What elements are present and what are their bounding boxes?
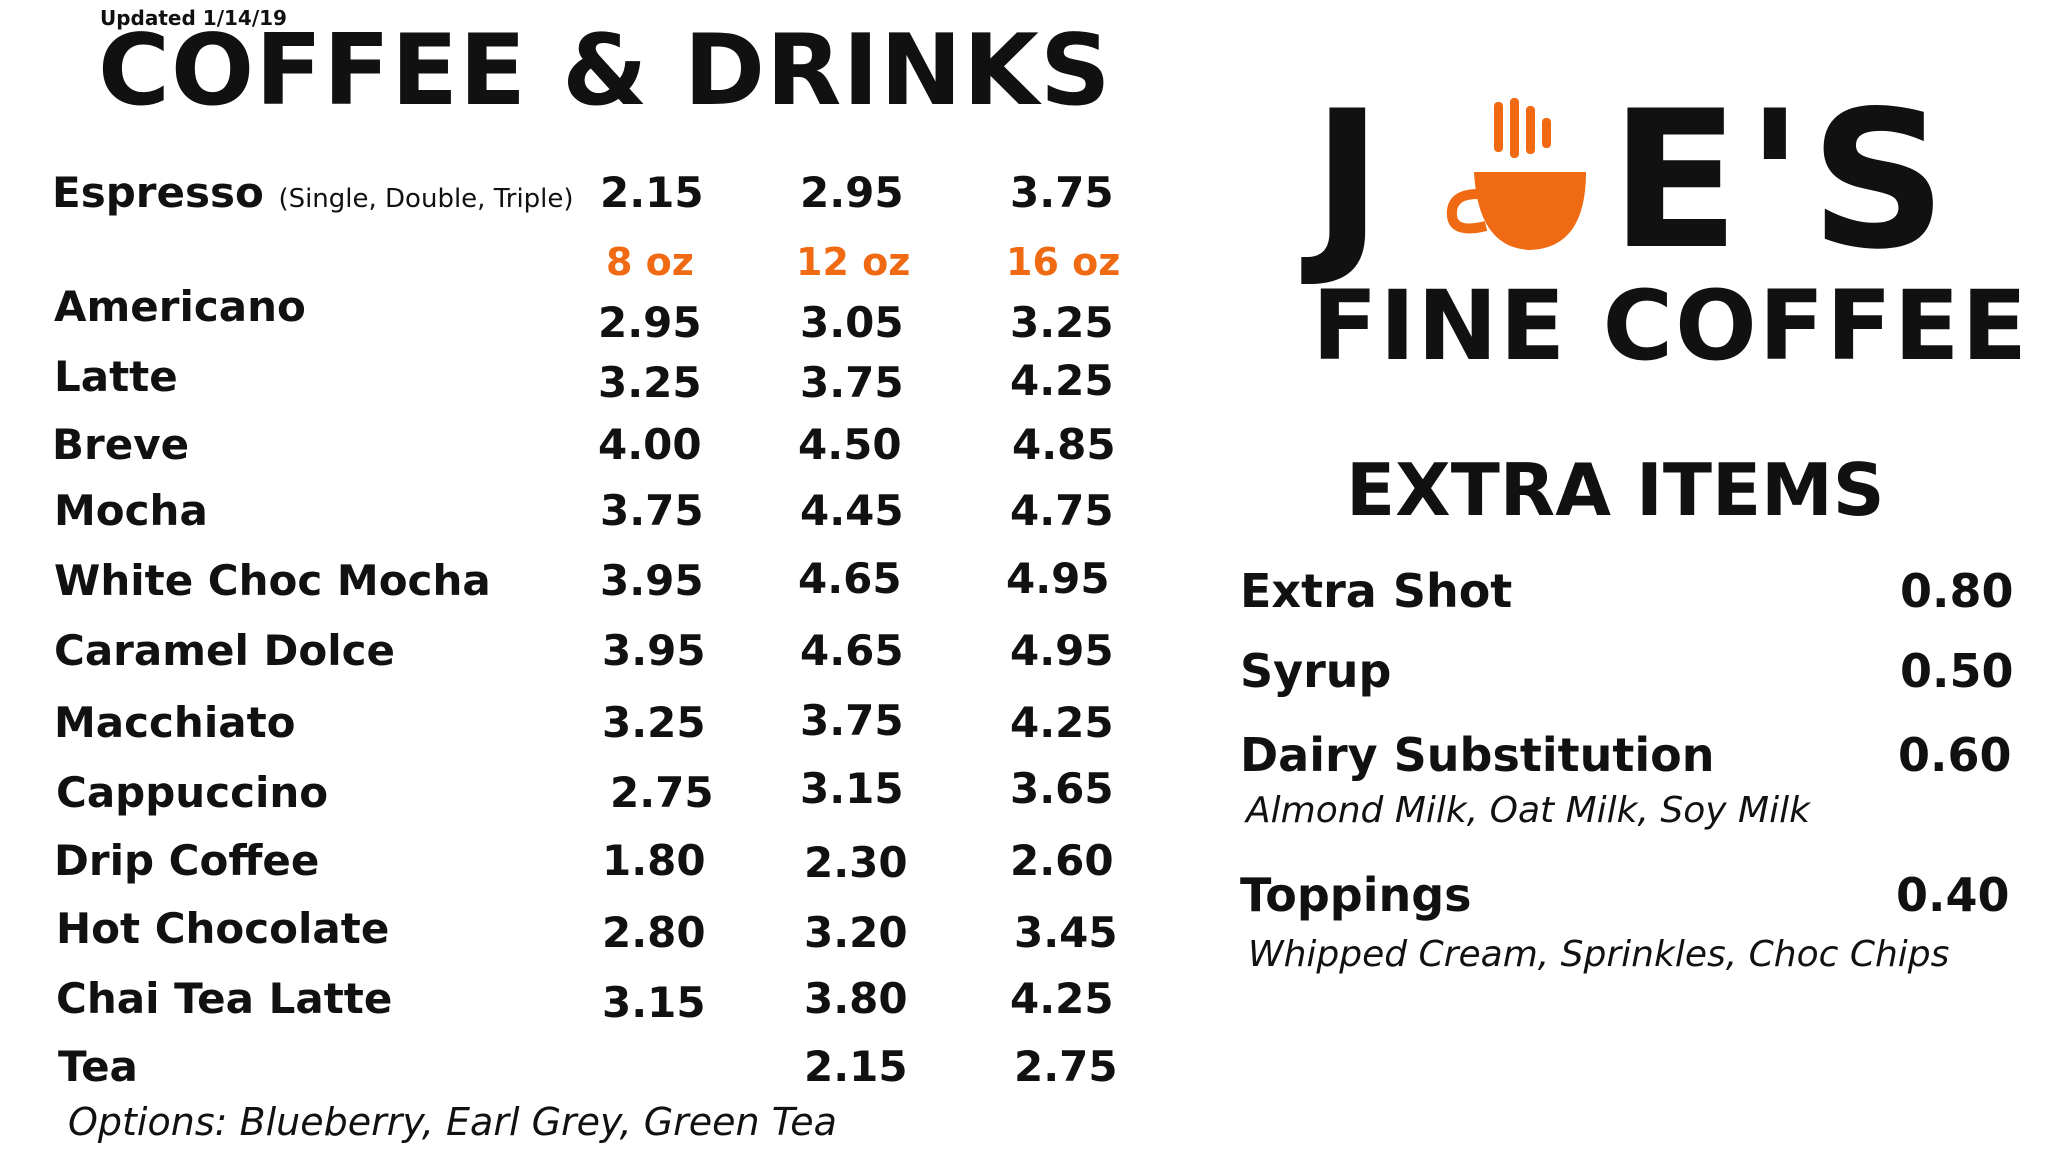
drink-price-large: 2.75 [1014, 1042, 1118, 1091]
drink-price-medium: 4.50 [798, 420, 902, 469]
drink-price-large: 3.45 [1014, 908, 1118, 957]
drink-price-large: 3.65 [1010, 764, 1114, 813]
drink-price-large: 4.25 [1010, 698, 1114, 747]
extra-item-name: Syrup [1240, 644, 1392, 698]
extra-item-name: Toppings [1240, 868, 1472, 922]
drink-price-small: 3.25 [602, 698, 706, 747]
drink-price-small: 2.95 [598, 298, 702, 347]
drink-price-large: 3.25 [1010, 298, 1114, 347]
drink-name: Breve [52, 420, 190, 469]
extra-item-price: 0.60 [1898, 728, 2012, 782]
drink-name: Drip Coffee [54, 836, 320, 885]
espresso-price-triple: 3.75 [1010, 168, 1114, 217]
drink-price-large: 4.95 [1006, 554, 1110, 603]
extra-item-price: 0.40 [1896, 868, 2010, 922]
drink-name: Hot Chocolate [56, 904, 390, 953]
drink-name: Americano [54, 282, 306, 331]
drink-price-small: 3.75 [600, 486, 704, 535]
drink-price-medium: 3.75 [800, 696, 904, 745]
extra-item-options: Almond Milk, Oat Milk, Soy Milk [1246, 790, 1810, 831]
drink-price-large: 4.75 [1010, 486, 1114, 535]
drink-price-medium: 3.80 [804, 974, 908, 1023]
drink-name: Mocha [54, 486, 208, 535]
drink-price-medium: 2.15 [804, 1042, 908, 1091]
drink-price-medium: 4.65 [800, 626, 904, 675]
drink-price-large: 4.25 [1010, 356, 1114, 405]
drink-price-large: 4.95 [1010, 626, 1114, 675]
drink-price-large: 2.60 [1010, 836, 1114, 885]
logo-es: E'S [1610, 70, 1953, 291]
espresso-label: Espresso [52, 168, 264, 217]
drink-price-small: 2.75 [610, 768, 714, 817]
page-title: COFFEE & DRINKS [98, 14, 1112, 128]
coffee-cup-icon [1446, 98, 1596, 258]
size-header-12oz: 12 oz [796, 240, 911, 284]
extra-item-name: Dairy Substitution [1240, 728, 1715, 782]
drink-price-medium: 4.45 [800, 486, 904, 535]
drink-price-large: 4.85 [1012, 420, 1116, 469]
drink-name: Caramel Dolce [54, 626, 395, 675]
extra-item-price: 0.80 [1900, 564, 2014, 618]
logo-j: J [1312, 70, 1389, 291]
drink-price-small: 3.15 [602, 978, 706, 1027]
drink-price-small: 3.25 [598, 358, 702, 407]
espresso-price-single: 2.15 [600, 168, 704, 217]
drink-price-small: 3.95 [600, 556, 704, 605]
size-header-16oz: 16 oz [1006, 240, 1121, 284]
logo-subtitle: FINE COFFEE [1312, 270, 2030, 382]
drink-price-medium: 3.15 [800, 764, 904, 813]
extra-item-price: 0.50 [1900, 644, 2014, 698]
updated-date: Updated 1/14/19 [100, 6, 287, 30]
drink-price-medium: 3.20 [804, 908, 908, 957]
drink-name: Chai Tea Latte [56, 974, 393, 1023]
drink-price-large: 4.25 [1010, 974, 1114, 1023]
drink-name: Cappuccino [56, 768, 329, 817]
drink-price-small: 1.80 [602, 836, 706, 885]
drink-name: Macchiato [54, 698, 296, 747]
drink-price-medium: 3.75 [800, 358, 904, 407]
drink-price-small: 2.80 [602, 908, 706, 957]
espresso-price-double: 2.95 [800, 168, 904, 217]
drink-price-medium: 4.65 [798, 554, 902, 603]
drink-price-small: 4.00 [598, 420, 702, 469]
extra-item-name: Extra Shot [1240, 564, 1513, 618]
drink-name: Latte [54, 352, 178, 401]
drink-name: Tea [58, 1042, 138, 1091]
drink-price-medium: 3.05 [800, 298, 904, 347]
drink-price-medium: 2.30 [804, 838, 908, 887]
tea-options: Options: Blueberry, Earl Grey, Green Tea [68, 1100, 837, 1144]
size-header-8oz: 8 oz [606, 240, 694, 284]
espresso-row: Espresso (Single, Double, Triple) [52, 168, 574, 217]
drink-price-small: 3.95 [602, 626, 706, 675]
extra-item-options: Whipped Cream, Sprinkles, Choc Chips [1248, 934, 1950, 975]
espresso-note: (Single, Double, Triple) [278, 184, 574, 214]
extras-title: EXTRA ITEMS [1346, 448, 1885, 532]
drink-name: White Choc Mocha [54, 556, 491, 605]
